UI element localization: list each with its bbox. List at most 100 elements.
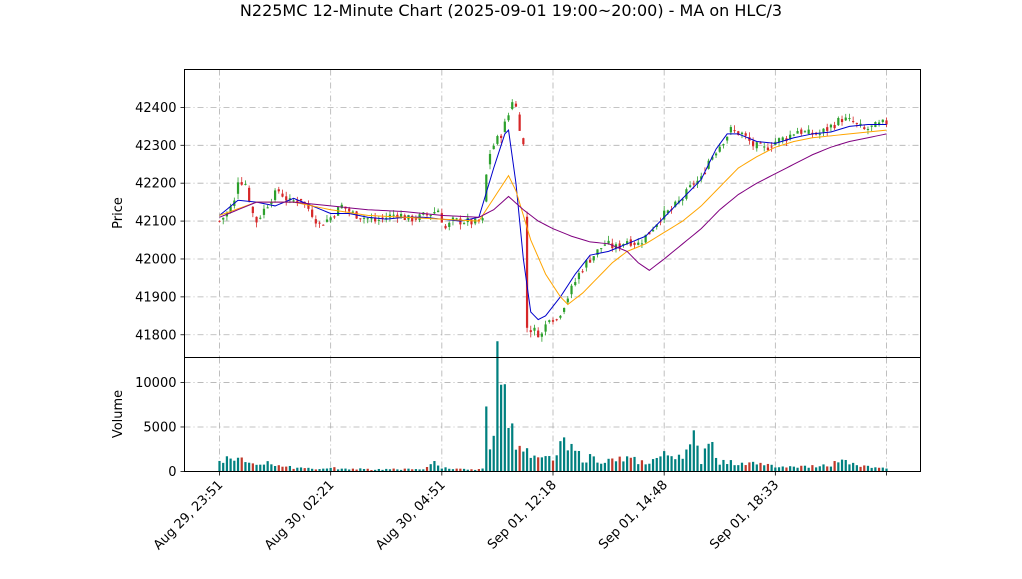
candle-body [870, 125, 873, 127]
candle-body [696, 180, 699, 185]
volume-bar [677, 454, 681, 472]
volume-bar [733, 465, 736, 472]
candle-body [718, 146, 721, 152]
volume-bar [359, 468, 362, 472]
volume-bar [466, 469, 469, 472]
chart-title: N225MC 12-Minute Chart (2025-09-01 19:00… [240, 1, 782, 20]
volume-bar [225, 456, 229, 472]
volume-bar [396, 469, 399, 472]
volume-bar [637, 464, 640, 472]
volume-bar [852, 462, 855, 472]
volume-bar [588, 454, 592, 472]
volume-bar [585, 462, 588, 472]
volume-bar [688, 444, 692, 472]
candle-body [455, 218, 458, 220]
volume-bar [870, 467, 873, 472]
candle-body [307, 203, 310, 209]
volume-bar [385, 468, 388, 472]
volume-bar [774, 467, 777, 472]
candle-body [877, 122, 881, 126]
volume-bar [818, 466, 821, 472]
volume-bar [751, 461, 755, 472]
volume-bar [370, 470, 373, 472]
candle-body [833, 124, 836, 129]
volume-bar [629, 457, 632, 472]
candle-body [311, 209, 314, 217]
volume-bar [703, 448, 707, 472]
volume-bar [259, 464, 262, 472]
candle-body [844, 117, 847, 121]
volume-bar [748, 462, 751, 472]
candle-body [281, 193, 284, 197]
volume-bar [296, 467, 299, 472]
volume-bar [777, 467, 781, 472]
candle-body [781, 137, 784, 141]
candle-body [881, 119, 884, 123]
candle-body [829, 124, 833, 128]
volume-bar [322, 468, 325, 472]
moving-average-lines [219, 123, 887, 321]
volume-bar [477, 469, 481, 472]
volume-bar [429, 464, 432, 472]
candle-body [796, 131, 799, 134]
volume-bar [881, 467, 884, 472]
candle-body [740, 132, 744, 134]
volume-panel-frame [184, 357, 921, 472]
volume-bar [459, 468, 462, 472]
volume-bar [251, 463, 254, 472]
moving-average-line [219, 133, 887, 271]
volume-bar [422, 469, 425, 472]
volume-bar [603, 462, 606, 472]
volume-bar [437, 465, 440, 472]
volume-bar [462, 468, 466, 472]
candle-body [711, 156, 714, 160]
candle-body [277, 189, 280, 192]
candle-body [859, 123, 862, 126]
volume-bar [273, 465, 277, 472]
candle-body [548, 320, 551, 322]
volume-bar [481, 468, 484, 472]
volume-bar [592, 456, 595, 472]
candle-body [663, 210, 666, 220]
candle-body [637, 242, 640, 245]
candle-body [566, 298, 569, 303]
candle-body [551, 320, 555, 322]
candle-body [751, 141, 755, 147]
volume-bar [611, 458, 614, 472]
candle-body [429, 215, 432, 217]
volume-bar [755, 464, 758, 472]
volume-bar [681, 458, 684, 472]
candle-body [574, 282, 577, 286]
candle-body [644, 234, 647, 243]
volume-bar [281, 466, 284, 472]
candle-body [525, 216, 529, 328]
candle-body [314, 219, 317, 224]
candle-body [600, 248, 603, 250]
volume-bar [685, 449, 688, 472]
volume-bar [789, 466, 792, 472]
volume-bar [596, 462, 599, 472]
volume-bar [522, 451, 525, 472]
volume-bar [325, 468, 329, 472]
candle-body [766, 147, 770, 151]
candle-body [759, 142, 762, 144]
volume-bar [355, 469, 358, 472]
volume-bar [822, 464, 825, 472]
candle-body [340, 204, 343, 209]
price-y-tick-label: 42200 [135, 177, 176, 192]
volume-bar [814, 467, 818, 472]
candle-body [737, 131, 740, 135]
volume-bar [444, 467, 447, 472]
volume-bar [299, 467, 303, 472]
volume-bar [403, 468, 406, 472]
volume-bar [433, 461, 436, 472]
volume-bar [644, 464, 647, 472]
candle-body [414, 218, 418, 220]
candle-body [362, 217, 366, 219]
volume-bar [826, 466, 829, 472]
volume-bar [718, 464, 721, 472]
candle-body [251, 206, 254, 214]
candle-body [729, 127, 732, 133]
volume-bar [829, 466, 833, 472]
